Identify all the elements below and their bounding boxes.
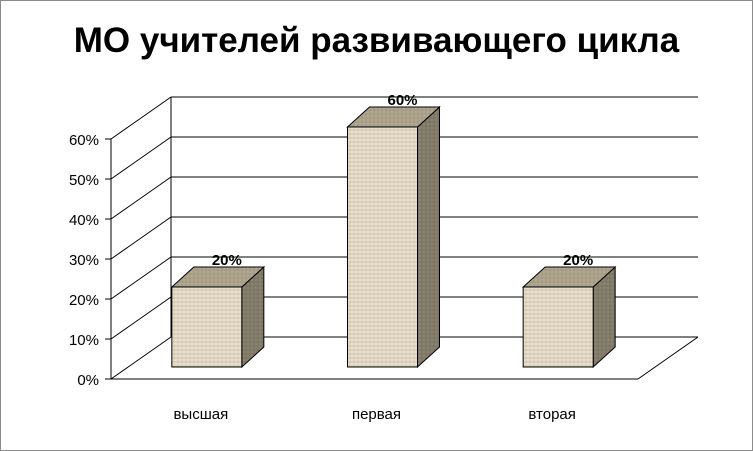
- bar: [521, 265, 617, 369]
- gridline-diagonal: [110, 296, 172, 340]
- x-tick-label: первая: [352, 406, 401, 423]
- y-tick-label: 50%: [69, 172, 99, 189]
- chart-title: МО учителей развивающего цикла: [73, 21, 680, 60]
- data-label: 60%: [387, 92, 417, 109]
- data-label: 20%: [212, 252, 242, 269]
- bar-side-face: [417, 105, 440, 369]
- gridline-diagonal: [110, 336, 172, 380]
- x-tick-label: высшая: [173, 406, 228, 423]
- gridline-diagonal: [110, 216, 172, 260]
- y-tick-label: 0%: [77, 372, 99, 389]
- x-tick-label: вторая: [528, 406, 576, 423]
- bar: [346, 105, 441, 369]
- y-tick-label: 40%: [69, 212, 99, 229]
- gridline-diagonal: [110, 176, 172, 220]
- bar: [170, 265, 266, 369]
- gridline-diagonal: [110, 256, 172, 300]
- data-label: 20%: [563, 252, 593, 269]
- gridline-diagonal: [110, 96, 172, 140]
- labels: 20% высшая 60% первая 20% вторая: [173, 92, 593, 423]
- gridline-diagonal: [110, 136, 172, 180]
- y-tick-label: 10%: [69, 332, 99, 349]
- bar-front-face: [171, 286, 243, 368]
- y-tick-label: 20%: [69, 292, 99, 309]
- bars: [170, 105, 617, 369]
- bar-front-face: [347, 126, 418, 368]
- y-tick-label: 60%: [69, 132, 99, 149]
- floor-side-edge: [637, 336, 699, 380]
- bar-front-face: [522, 286, 594, 368]
- y-tick-label: 30%: [69, 252, 99, 269]
